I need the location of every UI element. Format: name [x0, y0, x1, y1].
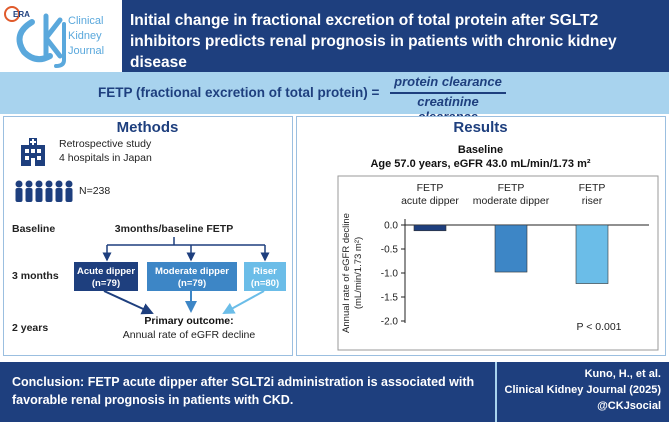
formula-numerator: protein clearance [394, 74, 502, 89]
logo-k-shape [43, 13, 63, 61]
chart-bar [575, 224, 609, 284]
chart-category-label: FETP [417, 182, 444, 194]
chart-ytick-label: -2.0 [381, 317, 399, 328]
flow-arrows [102, 237, 270, 315]
chart-ylabel-line1: Annual rate of eGFR decline [341, 213, 352, 333]
outcome-desc: Annual rate of eGFR decline [122, 329, 256, 341]
egfr-chart: Annual rate of eGFR decline (mL/min/1.73 … [337, 175, 659, 351]
chart-bar [413, 224, 447, 232]
era-text: ERA [13, 10, 30, 19]
chart-category-label: acute dipper [401, 195, 459, 207]
methods-title: Methods [116, 119, 179, 136]
ckj-logo: ERA Clinical Kidney Journal [0, 0, 122, 72]
group-acute-dipper-n: (n=79) [91, 278, 121, 289]
group-acute-dipper: Acute dipper (n=79) [74, 262, 138, 291]
chart-ytick-label: -1.5 [381, 293, 399, 304]
chart-ylabel-line2: (mL/min/1.73 m²) [353, 237, 364, 309]
group-riser-name: Riser [253, 266, 277, 277]
chart-ytick-label: 0.0 [384, 221, 398, 232]
conclusion-text: Conclusion: FETP acute dipper after SGLT… [12, 375, 475, 407]
results-title: Results [453, 119, 508, 136]
citation-authors: Kuno, H., et al. [584, 368, 661, 380]
chart-bars [413, 224, 609, 284]
citation-journal: Clinical Kidney Journal (2025) [504, 384, 662, 396]
patients-icon [15, 180, 73, 202]
group-acute-dipper-name: Acute dipper [76, 266, 136, 277]
sample-size: N=238 [79, 185, 111, 197]
citation-social: @CKJsocial [597, 400, 661, 412]
results-panel: Results Baseline Age 57.0 years, eGFR 43… [296, 116, 666, 356]
chart-category-label: FETP [498, 182, 525, 194]
baseline-measure: 3months/baseline FETP [114, 223, 234, 235]
study-design: Retrospective study [59, 138, 152, 150]
outcome-title: Primary outcome: [144, 315, 234, 327]
citation-band: Kuno, H., et al. Clinical Kidney Journal… [495, 362, 669, 422]
formula-label: FETP (fractional excretion of total prot… [98, 85, 380, 100]
group-riser: Riser (n=80) [244, 262, 286, 291]
chart-category-label: moderate dipper [473, 195, 550, 207]
hospital-icon [21, 138, 45, 166]
logo-word-journal: Journal [68, 45, 104, 57]
chart-category-label: riser [582, 195, 603, 207]
row-label-3months: 3 months [12, 270, 59, 282]
conclusion-band: Conclusion: FETP acute dipper after SGLT… [0, 362, 495, 422]
page-title: Initial change in fractional excretion o… [130, 12, 617, 71]
fraction-bar [390, 92, 506, 94]
header: ERA Clinical Kidney Journal Initial chan… [0, 0, 669, 72]
baseline-title: Baseline [457, 144, 504, 156]
chart-category-label: FETP [579, 182, 606, 194]
era-ring-icon [4, 6, 20, 22]
group-moderate-dipper-n: (n=79) [177, 278, 207, 289]
study-sites: 4 hospitals in Japan [59, 152, 152, 164]
group-riser-n: (n=80) [250, 278, 280, 289]
chart-ylabel: Annual rate of eGFR decline (mL/min/1.73 … [341, 213, 364, 333]
logo-word-clinical: Clinical [68, 15, 103, 27]
chart-bar [494, 224, 528, 273]
ckj-logo-mark: ERA Clinical Kidney Journal [4, 6, 104, 68]
group-moderate-dipper-name: Moderate dipper [155, 266, 229, 277]
baseline-desc: Age 57.0 years, eGFR 43.0 mL/min/1.73 m² [370, 158, 591, 170]
p-value-label: P < 0.001 [576, 321, 621, 333]
row-label-baseline: Baseline [12, 223, 56, 235]
chart-ytick-label: -0.5 [381, 245, 399, 256]
logo-j-shape [54, 22, 66, 68]
group-moderate-dipper: Moderate dipper (n=79) [147, 262, 237, 291]
chart-ytick-label: -1.0 [381, 269, 399, 280]
title-band: Initial change in fractional excretion o… [122, 0, 669, 72]
logo-word-kidney: Kidney [68, 30, 102, 42]
row-label-2years: 2 years [12, 322, 49, 334]
logo-c-shape [16, 19, 53, 63]
methods-panel: Methods Retrospective study 4 hospitals … [3, 116, 293, 356]
formula-band: FETP (fractional excretion of total prot… [0, 72, 669, 124]
